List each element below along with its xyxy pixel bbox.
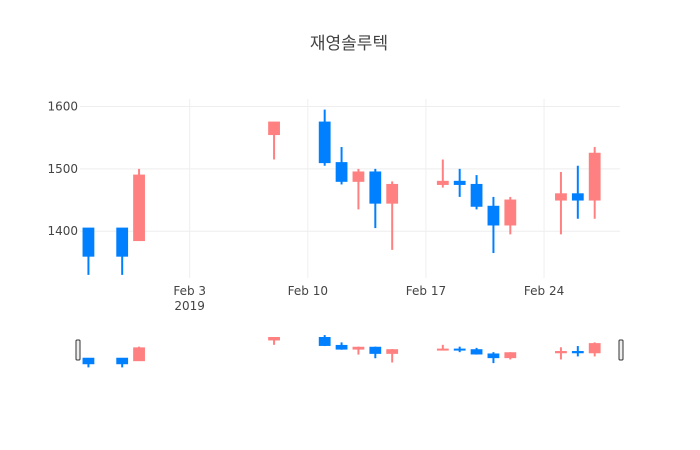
chart-title: 재영솔루텍 [310, 34, 388, 54]
slider-candle-body [487, 353, 500, 359]
candle [369, 168, 382, 229]
slider-candle-body [369, 346, 382, 354]
slider-candle-body [588, 343, 601, 354]
candle [82, 227, 95, 275]
x-tick-label: Feb 10 [288, 284, 328, 298]
slider-candle-body [133, 347, 145, 362]
x-tick-label: Feb 17 [406, 284, 446, 298]
range-slider[interactable] [75, 333, 624, 368]
candle-body [588, 152, 601, 201]
slider-candle [588, 342, 601, 357]
candle [453, 168, 466, 197]
candle-body [453, 180, 466, 185]
x-tick-label: Feb 3 [173, 284, 206, 298]
candle [268, 121, 280, 160]
slider-candle-body [470, 349, 483, 355]
candles [82, 109, 601, 275]
slider-candle [318, 335, 331, 347]
slider-candle [82, 357, 95, 368]
candle [335, 147, 348, 185]
slider-candle [555, 347, 567, 360]
candle-body [369, 171, 382, 204]
slider-candle [369, 346, 382, 359]
candle-body [571, 193, 584, 201]
slider-candle [352, 346, 365, 355]
candle-body [504, 199, 517, 226]
range-slider-handle-left[interactable] [75, 339, 81, 361]
y-tick-label: 1500 [47, 162, 78, 176]
candle-body [268, 121, 280, 136]
slider-candle-body [116, 357, 129, 365]
candle-body [335, 162, 348, 182]
candle-body [133, 174, 145, 242]
slider-candle [386, 349, 399, 363]
slider-candle [470, 347, 483, 355]
slider-candle [268, 337, 280, 345]
slider-candle [133, 346, 145, 362]
slider-candle [487, 352, 500, 364]
slider-candle [453, 346, 466, 353]
slider-candle-body [504, 352, 517, 359]
slider-candle-body [268, 337, 280, 341]
candle-body [470, 183, 483, 207]
candle [555, 171, 567, 235]
slider-candle-body [436, 348, 449, 351]
candle-body [436, 180, 449, 185]
range-slider-handle-right[interactable] [618, 339, 624, 361]
slider-candle-body [318, 337, 331, 346]
slider-candle [571, 346, 584, 357]
candle-body [116, 227, 129, 257]
slider-candle-body [82, 357, 95, 365]
candle [436, 159, 449, 188]
candle [133, 168, 145, 242]
candle [116, 227, 129, 275]
candle-body [386, 183, 399, 204]
y-axis: 1400 1500 1600 [47, 99, 78, 238]
candle [318, 109, 331, 166]
candle [487, 196, 500, 254]
slider-candle-body [453, 348, 466, 351]
range-slider-bg[interactable] [80, 333, 620, 368]
candle [571, 165, 584, 219]
candle-body [318, 121, 331, 164]
slider-candle-body [571, 351, 584, 354]
candle [470, 175, 483, 210]
x-tick-label: Feb 24 [524, 284, 564, 298]
slider-candle-body [335, 344, 348, 350]
slider-candle [116, 357, 129, 368]
slider-candle [504, 352, 517, 360]
candle-body [352, 171, 365, 182]
candle [588, 147, 601, 219]
y-tick-label: 1600 [47, 99, 78, 113]
candle-body [555, 193, 567, 201]
candle-body [487, 205, 500, 226]
candle [504, 196, 517, 235]
slider-candle-body [386, 349, 399, 354]
candle [352, 168, 365, 210]
candle [386, 181, 399, 250]
slider-candle-body [555, 351, 567, 354]
x-tick-sublabel: 2019 [174, 299, 205, 313]
slider-candle-body [352, 346, 365, 350]
grid [80, 99, 620, 278]
slider-candle [335, 342, 348, 350]
candle-body [82, 227, 95, 257]
y-tick-label: 1400 [47, 224, 78, 238]
slider-candle [436, 344, 449, 351]
